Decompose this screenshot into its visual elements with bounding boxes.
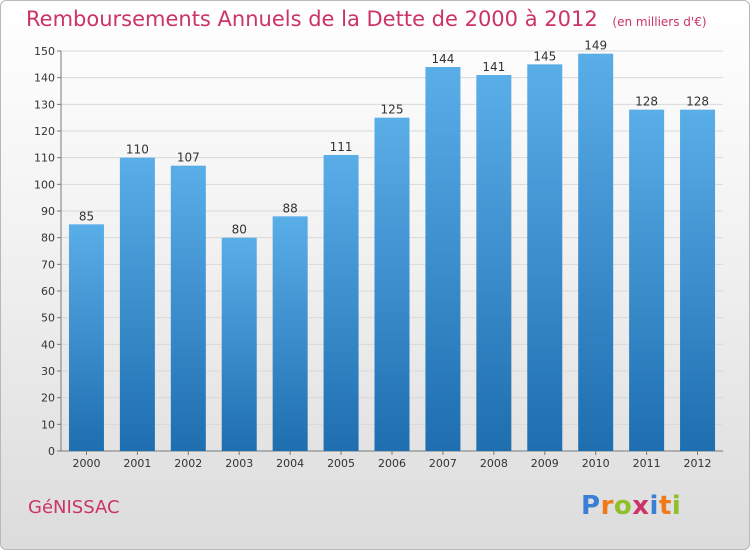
data-label: 125: [381, 103, 404, 117]
y-tick-label: 60: [41, 285, 55, 298]
logo-letter: o: [613, 491, 633, 521]
chart-title-text: Remboursements Annuels de la Dette de 20…: [26, 7, 598, 31]
logo-letter: x: [632, 491, 650, 521]
data-label: 128: [686, 95, 709, 109]
x-tick-label: 2010: [582, 457, 610, 470]
bar: [680, 109, 716, 452]
y-tick-label: 30: [41, 365, 55, 378]
chart-title: Remboursements Annuels de la Dette de 20…: [26, 7, 707, 31]
x-tick-label: 2004: [276, 457, 304, 470]
y-tick-label: 70: [41, 258, 55, 271]
data-label: 128: [635, 95, 658, 109]
bar: [119, 157, 155, 451]
x-tick-label: 2011: [633, 457, 661, 470]
bar: [272, 216, 308, 451]
y-tick-label: 130: [34, 98, 55, 111]
bar: [374, 117, 410, 452]
y-tick-label: 150: [34, 45, 55, 58]
y-tick-label: 100: [34, 178, 55, 191]
data-label: 107: [177, 151, 200, 165]
data-label: 149: [584, 39, 607, 53]
x-tick-label: 2006: [378, 457, 406, 470]
x-tick-label: 2002: [174, 457, 202, 470]
y-tick-label: 80: [41, 232, 55, 245]
x-tick-label: 2007: [429, 457, 457, 470]
proxiti-logo: Proxiti: [581, 491, 681, 521]
bar: [425, 67, 461, 451]
y-tick-label: 40: [41, 338, 55, 351]
data-label: 110: [126, 143, 149, 157]
y-tick-label: 10: [41, 418, 55, 431]
y-tick-label: 90: [41, 205, 55, 218]
data-label: 111: [330, 140, 353, 154]
bar: [221, 237, 257, 451]
x-tick-label: 2009: [531, 457, 559, 470]
y-tick-label: 0: [48, 445, 55, 458]
y-tick-label: 140: [34, 72, 55, 85]
y-tick-label: 120: [34, 125, 55, 138]
y-tick-label: 110: [34, 152, 55, 165]
logo-letter: i: [671, 491, 682, 521]
x-tick-label: 2000: [72, 457, 100, 470]
y-tick-label: 20: [41, 392, 55, 405]
logo-letter: t: [658, 491, 672, 521]
data-label: 145: [533, 49, 556, 63]
logo-letter: i: [649, 491, 659, 521]
x-tick-label: 2005: [327, 457, 355, 470]
data-label: 144: [431, 52, 454, 66]
data-label: 88: [283, 201, 298, 215]
bar: [68, 224, 104, 451]
logo-letter: P: [581, 491, 601, 521]
place-name: GéNISSAC: [28, 497, 120, 518]
data-label: 85: [79, 209, 94, 223]
chart-unit-note: (en milliers d'€): [612, 15, 707, 29]
x-tick-label: 2003: [225, 457, 253, 470]
y-tick-label: 50: [41, 312, 55, 325]
data-label: 141: [482, 60, 505, 74]
x-tick-label: 2008: [480, 457, 508, 470]
x-tick-label: 2012: [684, 457, 712, 470]
data-label: 80: [232, 223, 247, 237]
bar: [629, 109, 665, 452]
logo-letter: r: [600, 491, 614, 521]
x-tick-label: 2001: [123, 457, 151, 470]
bar: [323, 155, 359, 451]
bar: [170, 165, 206, 451]
bar: [476, 75, 512, 451]
bar: [578, 53, 614, 452]
bar: [527, 64, 563, 452]
